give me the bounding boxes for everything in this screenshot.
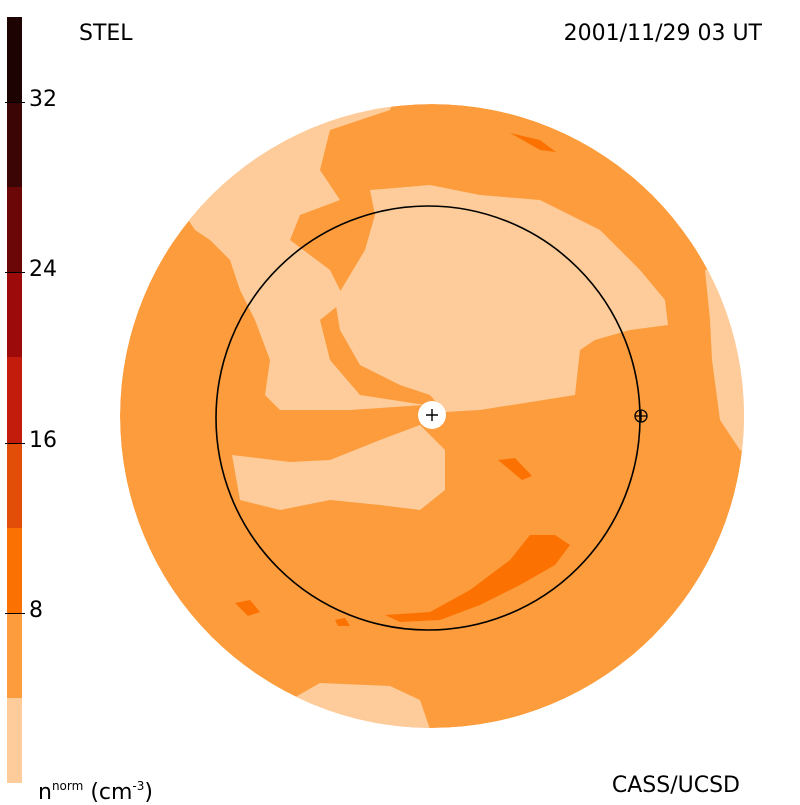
colorbar-tick-label: 24 [29,257,57,283]
credit-label: CASS/UCSD [611,773,740,798]
colorbar-tick [5,272,25,274]
colorbar [7,17,22,783]
plus-icon [426,409,438,421]
colorbar-segment [7,612,22,698]
light-region-center [335,185,668,412]
colorbar-segment [7,697,22,783]
colorbar-tick-label: 32 [29,87,57,113]
colorbar-segment [7,357,22,443]
colorbar-segment [7,187,22,273]
dark-patch-small-2 [235,600,260,616]
colorbar-segment [7,102,22,188]
colorbar-segment [7,527,22,613]
colorbar-segment [7,17,22,103]
light-region-left-arm [232,425,445,510]
dark-patch-small-3 [335,618,350,626]
colorbar-tick [5,612,25,614]
earth-orbit [215,205,641,631]
colorbar-segment [7,272,22,358]
colorbar-unit-label: nnorm (cm-3) [38,779,153,805]
timestamp-label: 2001/11/29 03 UT [563,21,762,46]
dark-patch-top [510,133,556,152]
colorbar-tick [5,102,25,104]
light-region-right-edge [705,250,744,460]
colorbar-segment [7,442,22,528]
dark-patch-small-1 [498,458,532,480]
dark-band-bottom [385,535,570,622]
colorbar-tick-label: 16 [29,427,57,453]
instrument-label: STEL [79,21,133,46]
colorbar-tick [5,442,25,444]
earth-symbol-icon [634,409,648,423]
colorbar-tick-label: 8 [29,597,43,623]
